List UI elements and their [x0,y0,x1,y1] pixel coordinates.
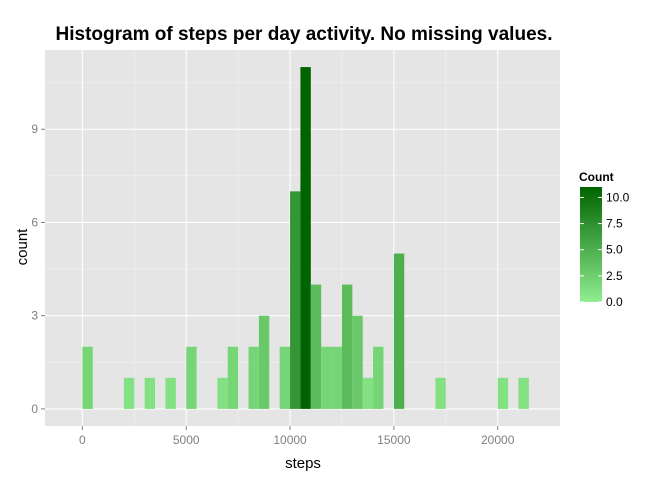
y-axis-ticks: 0 3 6 9 [31,122,45,416]
legend-ticks: 0.0 2.5 5.0 7.5 10.0 [580,190,630,309]
y-tick-label: 3 [31,309,38,323]
x-axis-title: steps [285,455,321,472]
y-tick-label: 6 [31,215,38,229]
histogram-bar [373,346,384,409]
histogram-bar [362,377,374,409]
x-tick-label: 15000 [377,433,411,447]
y-tick-label: 9 [31,122,38,136]
y-axis-title: count [14,228,31,266]
histogram-bar [290,191,301,409]
histogram-bar [227,346,239,409]
histogram-bar [165,377,176,409]
histogram-bar [310,284,322,409]
x-tick-label: 10000 [273,433,307,447]
histogram-bar [217,377,228,409]
histogram-bar [331,346,342,409]
histogram-bar [321,346,332,409]
histogram-bar [497,377,509,409]
x-tick-label: 20000 [481,433,515,447]
histogram-bar [300,67,311,409]
x-tick-label: 5000 [173,433,200,447]
color-legend: Count 0.0 2.5 5.0 7.5 10.0 [579,170,630,309]
x-axis-ticks: 0 5000 10000 15000 20000 [79,426,515,447]
histogram-bar [341,284,353,409]
histogram-bar [123,377,135,409]
legend-tick-label: 5.0 [606,243,623,257]
histogram-bar [352,315,363,409]
legend-tick-label: 0.0 [606,295,623,309]
legend-tick-label: 2.5 [606,269,623,283]
histogram-bar [435,377,446,409]
chart-title: Histogram of steps per day activity. No … [56,24,553,45]
legend-colorbar [580,187,602,302]
legend-title: Count [579,170,614,184]
histogram-bar [393,253,405,409]
histogram-bar [279,346,291,409]
histogram-bar [144,377,156,409]
y-tick-label: 0 [31,402,38,416]
histogram-bars [82,67,529,409]
histogram-bar [82,346,93,409]
legend-tick-label: 7.5 [606,217,623,231]
legend-tick-label: 10.0 [606,190,630,204]
x-tick-label: 0 [79,433,86,447]
histogram-bar [248,346,259,409]
histogram-bar [186,346,197,409]
histogram-bar [258,315,270,409]
histogram-bar [518,377,529,409]
